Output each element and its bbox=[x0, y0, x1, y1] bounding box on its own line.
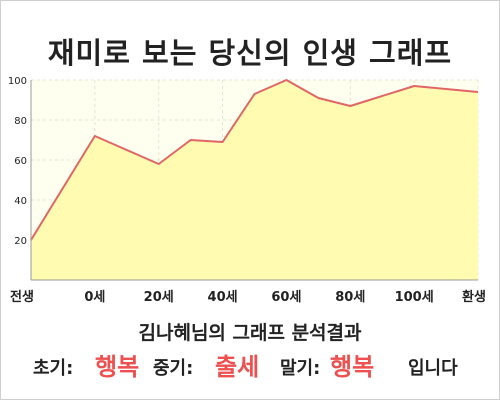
y-tick-label: 20 bbox=[14, 236, 27, 247]
x-tick-label: 전생 bbox=[10, 289, 34, 305]
y-tick-label: 80 bbox=[14, 116, 27, 127]
ending-text: 입니다 bbox=[408, 358, 458, 379]
y-tick-label: 40 bbox=[14, 196, 27, 207]
x-tick-label: 환생 bbox=[462, 289, 486, 305]
x-tick-label: 40세 bbox=[208, 290, 238, 305]
early-value: 행복 bbox=[95, 353, 140, 381]
analysis-result: 초기: 행복 중기: 출세 말기: 행복 입니다 bbox=[0, 344, 500, 384]
y-tick-label: 100 bbox=[8, 76, 27, 87]
analysis-subtitle: 김나혜님의 그래프 분석결과 bbox=[138, 322, 362, 344]
chart-title: 재미로 보는 당신의 인생 그래프 bbox=[47, 36, 453, 70]
x-tick-label: 0세 bbox=[84, 290, 105, 305]
early-label: 초기: bbox=[33, 358, 74, 379]
x-tick-label: 20세 bbox=[144, 290, 174, 305]
x-tick-label: 80세 bbox=[335, 290, 365, 305]
area-fill bbox=[31, 80, 478, 280]
series-line bbox=[30, 79, 479, 241]
mid-value: 출세 bbox=[215, 353, 260, 381]
y-tick-label: 60 bbox=[14, 156, 27, 167]
mid-label: 중기: bbox=[153, 358, 194, 379]
late-value: 행복 bbox=[330, 353, 375, 381]
x-tick-label: 60세 bbox=[271, 290, 301, 305]
late-label: 말기: bbox=[280, 358, 321, 379]
x-tick-label: 100세 bbox=[395, 290, 434, 305]
